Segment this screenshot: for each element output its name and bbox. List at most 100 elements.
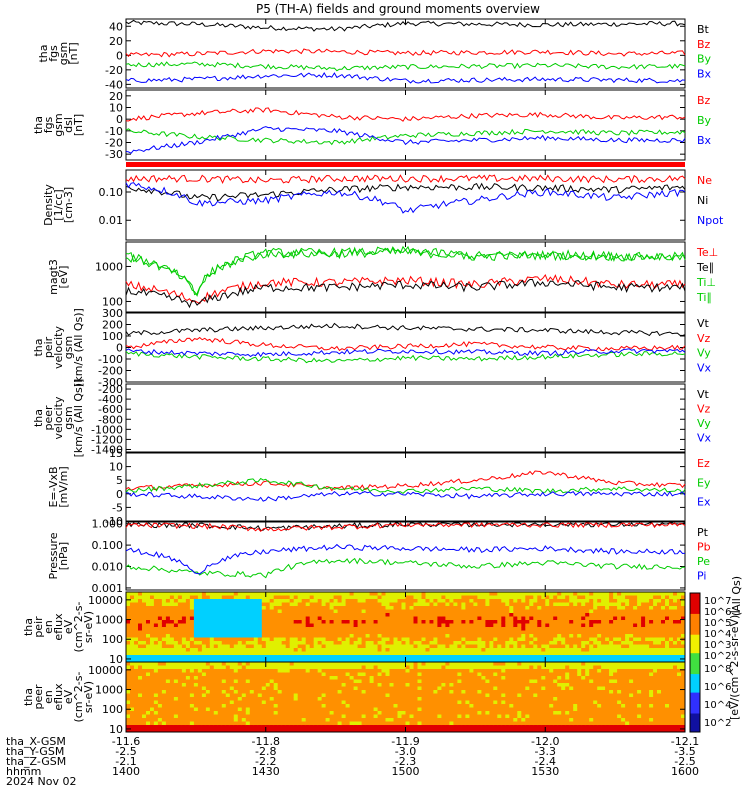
spectrogram-cell (265, 693, 271, 698)
spectrogram-cell (309, 641, 315, 645)
spectrogram-cell (633, 613, 638, 617)
spectrogram-cell (417, 665, 422, 670)
spectrogram-cell (130, 613, 135, 617)
spectrogram-cell (361, 658, 366, 663)
spectrogram-cell (401, 665, 406, 670)
spectrogram-cell (177, 672, 183, 677)
spectrogram-cell (445, 620, 450, 624)
spectrogram-cell (341, 648, 346, 652)
spectrogram-cell (453, 721, 458, 726)
legend-Pt: Pt (697, 526, 709, 539)
spectrogram-cell (357, 599, 362, 603)
spectrogram-cell (573, 620, 578, 624)
spectrogram-cell (293, 665, 299, 670)
spectrogram-cell (589, 648, 594, 652)
spectrogram-cell (529, 620, 534, 624)
spectrogram-cell (146, 665, 151, 670)
spectrogram-cell (425, 641, 430, 645)
spectrogram-cell (265, 662, 271, 666)
spectrogram-cell (377, 662, 382, 666)
spectrogram-cell (489, 613, 494, 617)
spectrogram-cell (389, 662, 394, 666)
spectrogram-cell (146, 644, 151, 649)
spectrogram-cell (197, 672, 203, 677)
spectrogram-cell (329, 599, 334, 603)
spectrogram-cell (229, 606, 235, 610)
spectrogram-cell (317, 606, 323, 610)
spectrogram-cell (341, 644, 346, 649)
spectrogram-cell (269, 616, 275, 621)
spectrogram-cell (601, 623, 606, 628)
spectrogram-cell (421, 658, 426, 663)
spectrogram-cell (429, 599, 434, 603)
spectrogram-cell (197, 627, 203, 631)
spectrogram-cell (381, 620, 386, 624)
spectrogram-cell (465, 609, 470, 614)
spectrogram-cell (445, 634, 450, 638)
spectrogram-cell (597, 641, 602, 645)
spectrogram-cell (617, 641, 622, 645)
spectrogram-cell (313, 630, 319, 635)
spectrogram-cell (597, 599, 602, 603)
spectrogram-cell (597, 602, 602, 607)
spectrogram-cell (545, 648, 550, 652)
spectrogram-cell (181, 711, 187, 715)
spectrogram-cell (429, 651, 434, 656)
spectrogram-cell (317, 679, 323, 684)
spectrogram-cell (617, 658, 622, 663)
spectrogram-cell (150, 714, 155, 719)
spectrogram-cell (629, 613, 634, 617)
spectrogram-cell (273, 718, 279, 722)
spectrogram-cell (201, 669, 207, 673)
spectrogram-cell (213, 627, 219, 631)
spectrogram-cell (229, 651, 235, 656)
spectrogram-cell (461, 676, 466, 680)
spectrogram-cell (481, 714, 486, 719)
spectrogram-cell (301, 634, 307, 638)
spectrogram-cell (629, 595, 634, 600)
spectrogram-cell (313, 669, 319, 673)
spectrogram-cell (369, 700, 374, 705)
spectrogram-cell (134, 648, 139, 652)
spectrogram-cell (353, 637, 358, 642)
spectrogram-cell (401, 634, 406, 638)
spectrogram-cell (261, 686, 267, 691)
spectrogram-cell (321, 606, 326, 610)
spectrogram-cell (413, 602, 418, 607)
spectrogram-cell (225, 697, 231, 701)
spectrogram-cell (329, 630, 334, 635)
spectrogram-cell (349, 644, 354, 649)
spectrogram-cell (465, 634, 470, 638)
spectrogram-cell (509, 616, 514, 621)
spectrogram-cell (453, 693, 458, 698)
spectrogram-cell (549, 616, 554, 621)
spectrogram-cell (405, 669, 410, 673)
spectrogram-cell (317, 630, 323, 635)
spectrogram-cell (221, 721, 227, 726)
spectrogram-cell (297, 627, 303, 631)
spectrogram-cell (485, 595, 490, 600)
spectrogram-cell (249, 704, 255, 708)
spectrogram-cell (381, 644, 386, 649)
spectrogram-cell (353, 641, 358, 645)
spectrogram-cell (257, 704, 263, 708)
spectrogram-cell (273, 595, 279, 600)
spectrogram-cell (673, 606, 678, 610)
spectrogram-cell (485, 599, 490, 603)
spectrogram-cell (485, 676, 490, 680)
spectrogram-cell (513, 599, 518, 603)
spectrogram-cell (485, 690, 490, 694)
spectrogram-cell (241, 669, 247, 673)
spectrogram-cell (134, 599, 139, 603)
spectrogram-cell (277, 672, 283, 677)
spectrogram-cell (409, 613, 414, 617)
spectrogram-cell (245, 602, 251, 607)
spectrogram-cell (513, 627, 518, 631)
spectrogram-cell (501, 627, 506, 631)
spectrogram-cell (469, 697, 474, 701)
spectrogram-cell (441, 613, 446, 617)
spectrogram-cell (469, 665, 474, 670)
spectrogram-cell (301, 648, 307, 652)
spectrogram-cell (393, 644, 398, 649)
spectrogram-cell (569, 613, 574, 617)
